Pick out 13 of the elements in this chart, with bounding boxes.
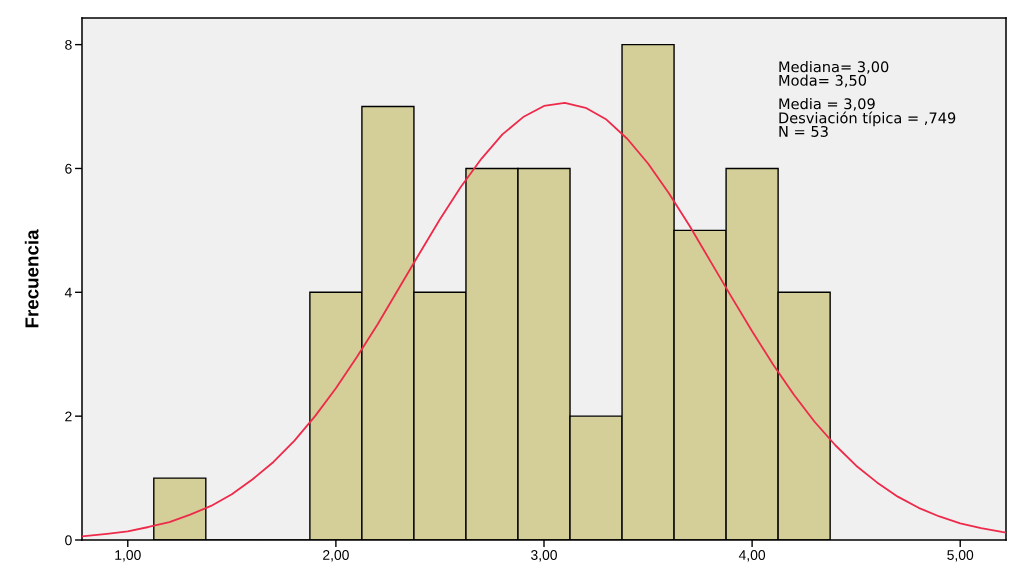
y-tick-label: 4 [64, 287, 72, 298]
x-tick-label: 4,00 [738, 550, 766, 562]
y-tick-label: 6 [65, 163, 72, 174]
y-tick-label: 0 [65, 535, 72, 546]
y-tick-label: 2 [65, 411, 72, 422]
annotation: Media = 3,09 Desviación típica = ,749 N = 53 [779, 98, 956, 137]
annotation: Mediana= 3,00 Moda= 3,50 [779, 61, 889, 88]
x-tick-label: 1,00 [115, 550, 141, 562]
y-axis-title: Frecuencia [24, 229, 39, 328]
x-tick-label: 2,00 [323, 550, 349, 562]
x-tick-label: 3,00 [531, 550, 557, 562]
x-tick-label: 5,00 [947, 550, 974, 562]
y-tick-label: 8 [65, 39, 72, 50]
